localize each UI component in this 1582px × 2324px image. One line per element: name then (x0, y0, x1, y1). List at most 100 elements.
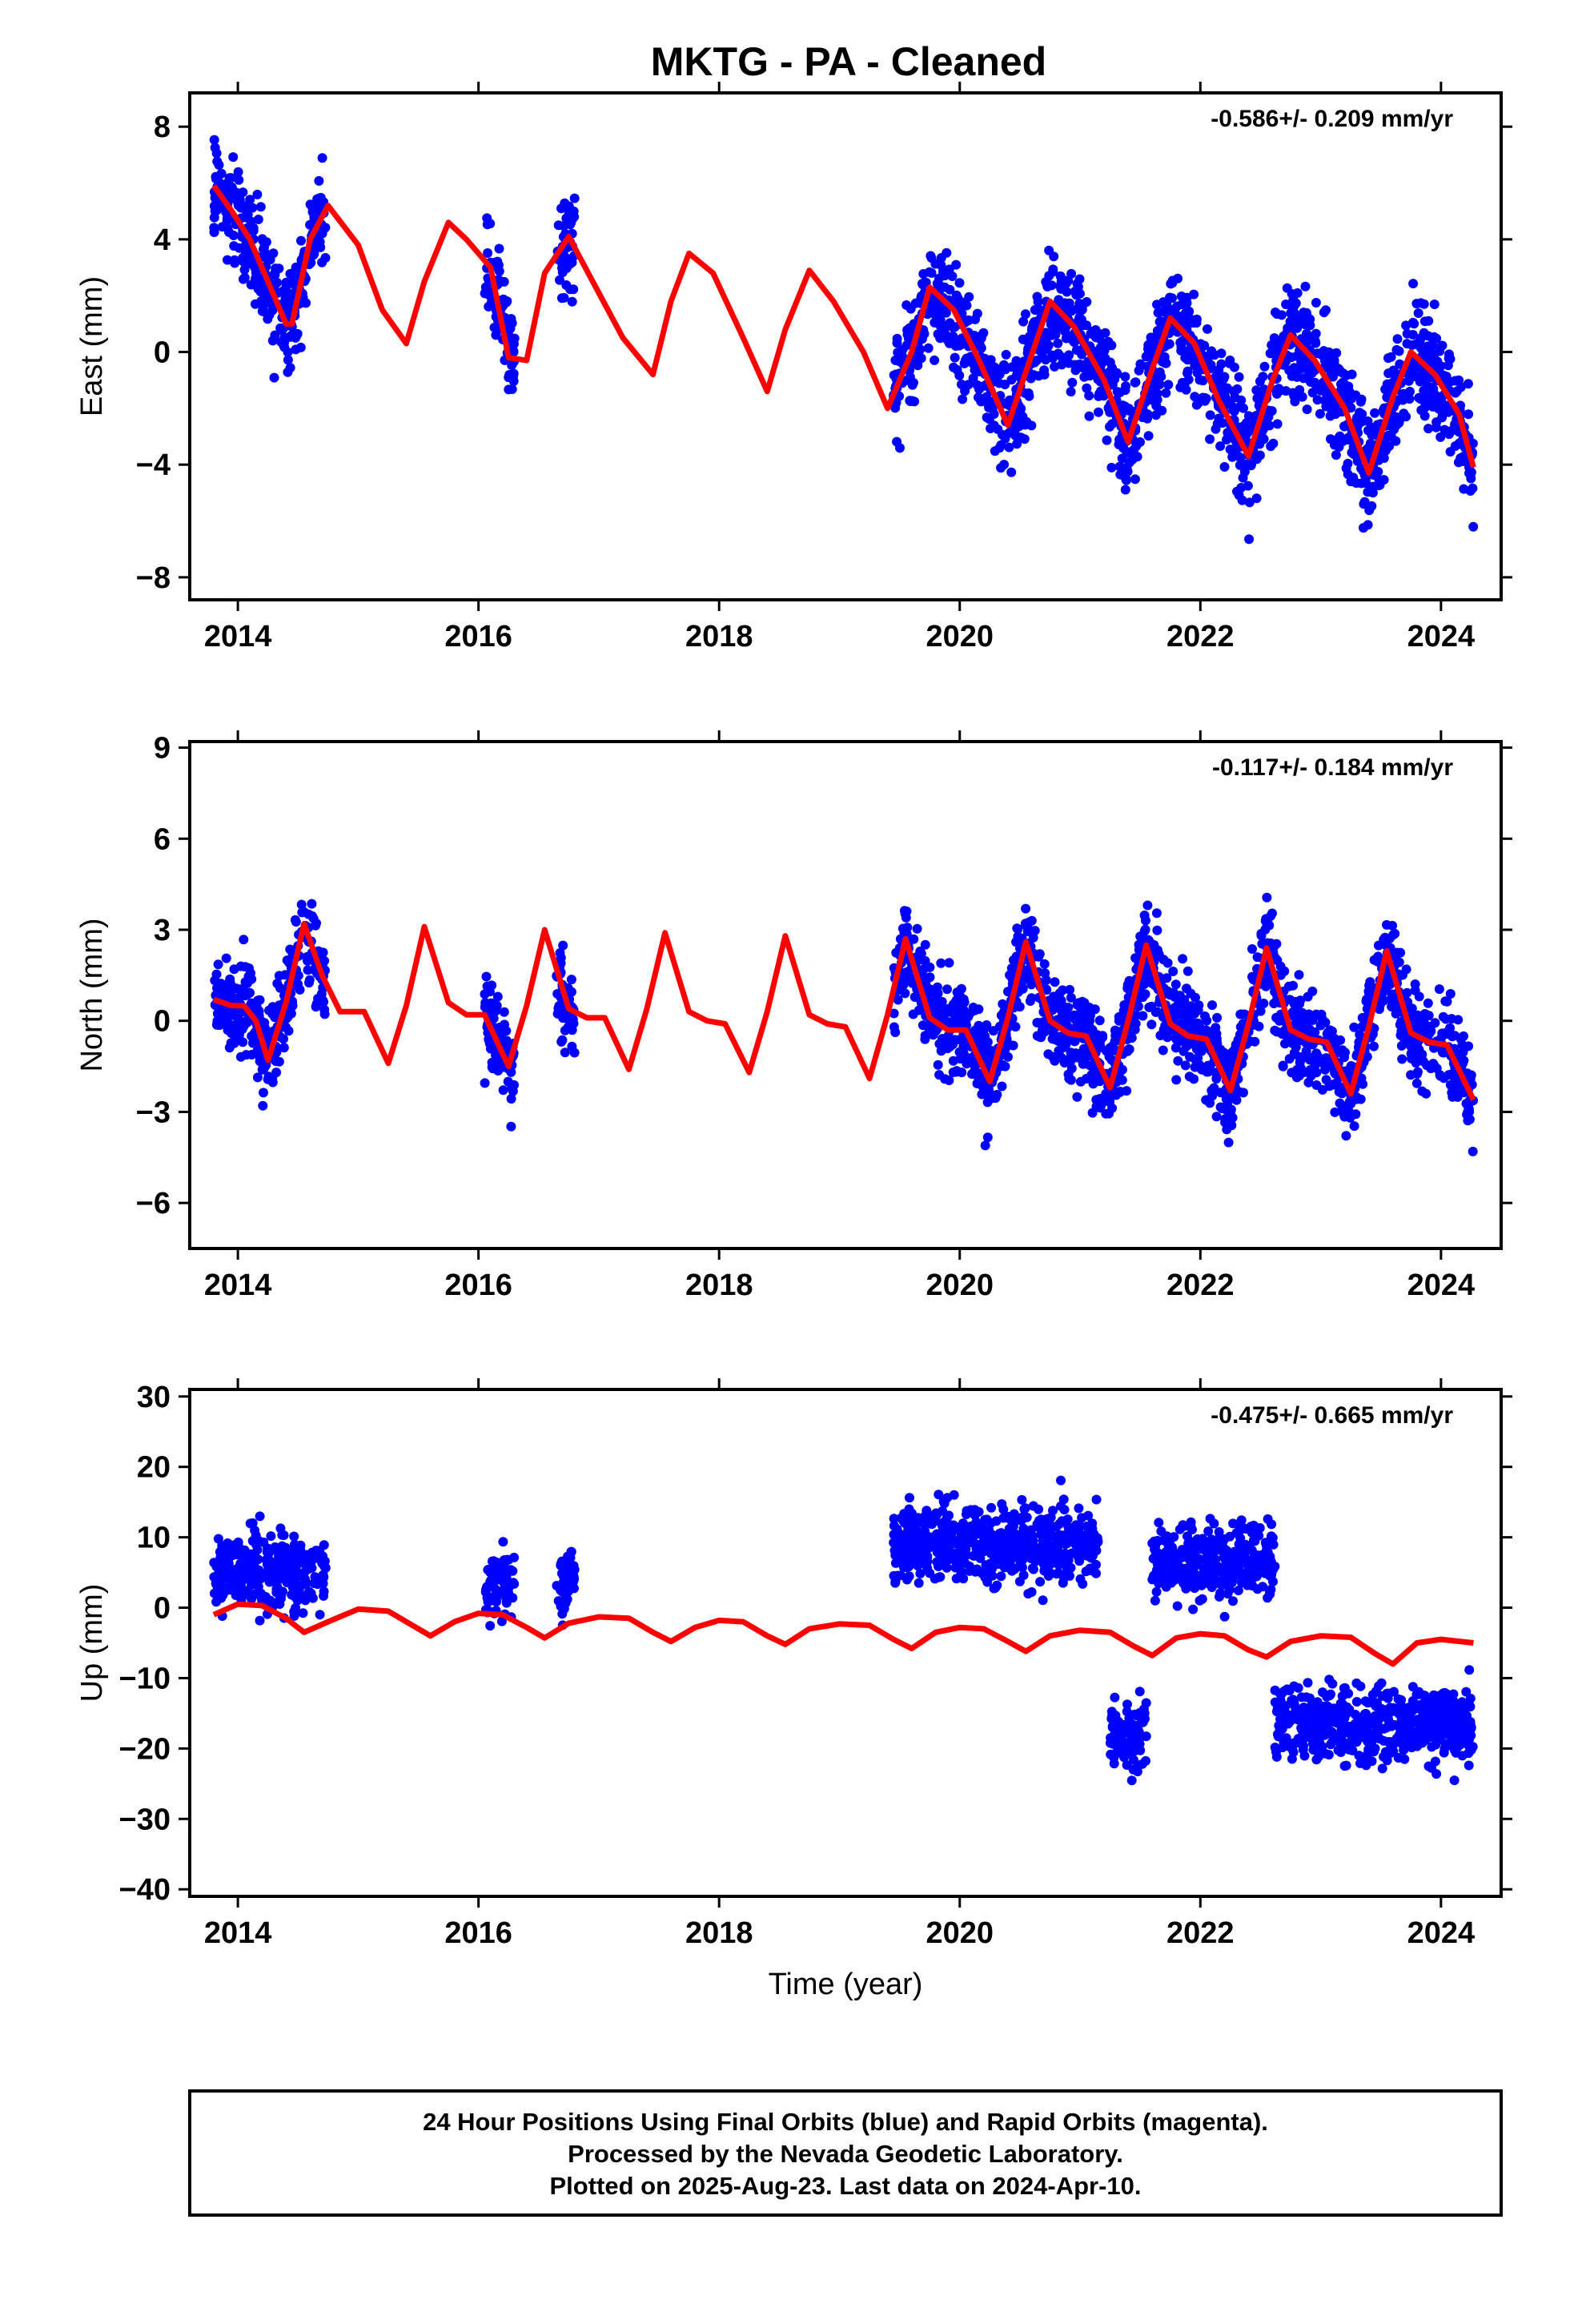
data-point (1341, 370, 1351, 380)
data-point (492, 1597, 501, 1606)
data-point (1401, 412, 1411, 422)
data-point (252, 189, 263, 199)
data-point (223, 1554, 233, 1565)
data-point (291, 1572, 302, 1582)
data-point (1270, 1025, 1280, 1035)
data-point (1423, 424, 1434, 434)
data-point (1094, 1015, 1105, 1026)
data-point (315, 1610, 325, 1620)
data-point (1143, 431, 1154, 441)
data-point (314, 193, 324, 203)
data-point (993, 424, 1003, 434)
data-point (931, 312, 942, 322)
data-point (902, 340, 912, 350)
data-point (501, 1593, 512, 1603)
data-point (1106, 462, 1117, 472)
data-point (933, 329, 943, 340)
data-point (279, 1043, 289, 1053)
model-curve (211, 183, 1476, 476)
data-point (1124, 1044, 1134, 1055)
data-point (290, 915, 300, 925)
data-point (1346, 476, 1356, 487)
data-point (1004, 442, 1014, 452)
data-point (233, 1013, 243, 1023)
data-point (1239, 1088, 1248, 1098)
data-point (1415, 394, 1426, 404)
data-point (1268, 438, 1279, 448)
data-point (228, 152, 239, 163)
data-point (1160, 358, 1170, 368)
data-point (1140, 924, 1150, 935)
x-tick-label: 2024 (1407, 620, 1476, 653)
x-tick-label: 2020 (926, 620, 994, 653)
data-point (1142, 900, 1153, 911)
data-point (560, 1025, 570, 1035)
data-point (251, 1539, 261, 1550)
data-point (1331, 450, 1341, 460)
data-point (1286, 352, 1296, 363)
data-point (977, 1033, 986, 1043)
data-point (1070, 1036, 1080, 1047)
data-point (1005, 1040, 1015, 1050)
data-point (987, 1090, 998, 1100)
data-point (560, 1047, 570, 1058)
data-point (211, 969, 222, 979)
data-point (1247, 459, 1256, 469)
data-point (1035, 1577, 1046, 1587)
data-point (1183, 375, 1194, 384)
data-point (1039, 365, 1050, 376)
data-point (210, 143, 220, 153)
data-point (225, 1585, 235, 1595)
data-point (1012, 923, 1022, 934)
data-point (915, 946, 926, 956)
data-point (975, 340, 986, 351)
data-point (215, 177, 225, 187)
data-point (1321, 401, 1331, 412)
data-point (1438, 1047, 1447, 1058)
data-point (1262, 922, 1272, 932)
data-point (1176, 345, 1186, 356)
data-point (1444, 429, 1454, 440)
data-point (1152, 925, 1162, 935)
data-point (1343, 433, 1353, 444)
data-point (566, 987, 576, 997)
data-point (1394, 957, 1404, 967)
data-point (1102, 1089, 1112, 1100)
data-point (1070, 1048, 1081, 1059)
data-point (1053, 338, 1063, 348)
data-point (567, 296, 577, 307)
data-point (1355, 1029, 1365, 1039)
data-point (1435, 432, 1446, 442)
data-point (1239, 403, 1248, 413)
data-point (1326, 434, 1335, 444)
data-point (1120, 472, 1130, 482)
data-point (287, 996, 297, 1007)
data-point (1374, 475, 1384, 485)
data-point (1074, 1503, 1084, 1514)
data-point (1349, 1022, 1359, 1032)
data-point (507, 384, 517, 394)
data-point (1140, 989, 1150, 999)
data-point (1429, 300, 1439, 309)
data-point (1043, 340, 1054, 351)
data-point (1070, 360, 1080, 370)
data-point (1447, 1014, 1457, 1024)
data-point (933, 1059, 943, 1070)
data-point (1057, 360, 1067, 370)
data-point (305, 219, 315, 230)
data-point (1146, 332, 1156, 343)
data-point (1085, 1022, 1095, 1032)
data-point (1120, 485, 1130, 495)
data-point (1300, 319, 1311, 329)
data-point (1331, 1078, 1342, 1088)
data-point (1325, 411, 1335, 421)
data-point (565, 1568, 576, 1578)
data-point (1272, 955, 1283, 966)
data-point (1066, 992, 1076, 1003)
data-point (1028, 1564, 1038, 1574)
data-point (1117, 453, 1127, 464)
model-curve (212, 920, 1476, 1101)
data-point (481, 1585, 491, 1595)
data-point (1389, 424, 1399, 435)
